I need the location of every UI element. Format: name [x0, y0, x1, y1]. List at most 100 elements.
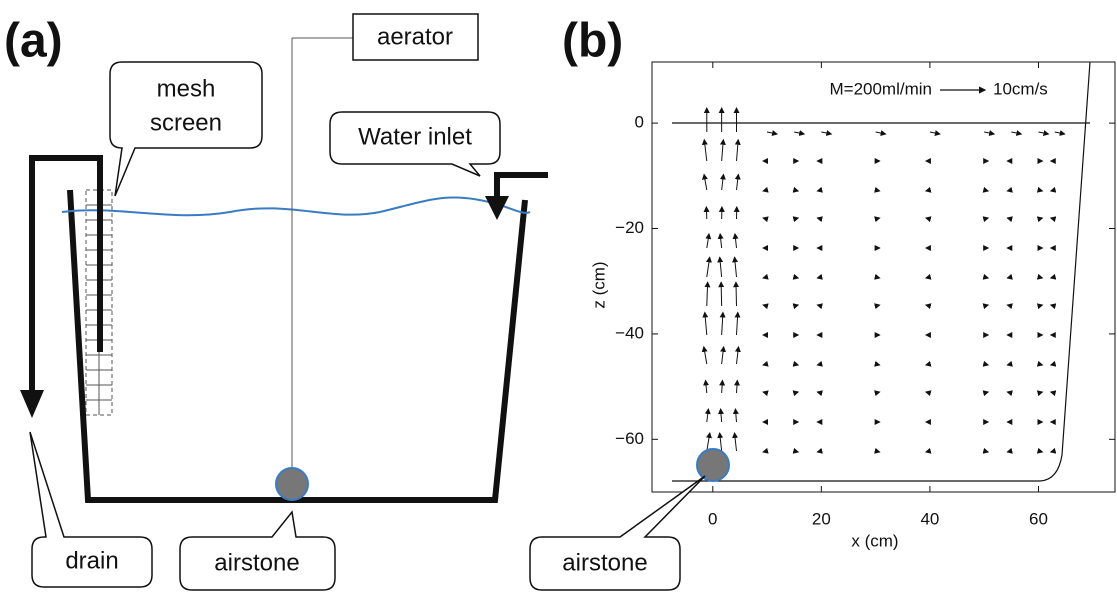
velocity-arrow — [1007, 305, 1011, 306]
velocity-arrow — [1038, 218, 1042, 219]
velocity-arrow — [721, 282, 722, 306]
x-tick-label: 60 — [1029, 509, 1048, 528]
velocity-arrow — [1038, 451, 1042, 452]
velocity-arrow — [926, 305, 930, 306]
velocity-arrow — [1007, 451, 1011, 452]
velocity-arrow — [926, 392, 930, 393]
velocity-arrow — [704, 347, 707, 364]
velocity-arrow — [705, 312, 707, 335]
velocity-arrow — [926, 451, 930, 452]
velocity-arrow — [817, 364, 821, 365]
velocity-arrow — [794, 190, 798, 191]
velocity-arrow — [735, 409, 736, 422]
velocity-arrow — [794, 132, 804, 134]
velocity-arrow — [735, 433, 737, 451]
velocity-arrow — [817, 451, 821, 452]
velocity-arrow — [984, 277, 988, 278]
velocity-arrow — [817, 190, 821, 191]
y-tick-label: 0 — [635, 113, 644, 132]
velocity-arrow — [737, 174, 739, 190]
velocity-arrow — [767, 132, 777, 134]
drain-arrow — [20, 390, 44, 418]
velocity-arrow — [926, 218, 930, 219]
velocity-arrow — [1055, 132, 1065, 134]
velocity-arrow — [984, 132, 994, 134]
panel-label: (b) — [562, 15, 623, 68]
velocity-arrow — [794, 218, 798, 219]
velocity-arrow — [704, 174, 707, 190]
y-axis-label: z (cm) — [589, 261, 608, 308]
callout-text: airstone — [562, 549, 647, 576]
velocity-arrow — [763, 451, 767, 452]
velocity-arrow — [876, 218, 880, 219]
velocity-arrow — [1038, 132, 1048, 134]
y-tick-label: −20 — [615, 218, 644, 237]
velocity-arrow — [794, 392, 798, 393]
velocity-arrow — [794, 451, 798, 452]
x-tick-label: 40 — [920, 509, 939, 528]
panel-b: (b) M=200ml/min 10cm/s z (cm) x (cm) air… — [530, 15, 1115, 590]
velocity-arrow — [707, 282, 708, 306]
velocity-arrow — [876, 364, 880, 365]
velocity-arrow — [1038, 277, 1042, 278]
x-tick-label: 0 — [708, 509, 717, 528]
velocity-arrow — [1007, 364, 1011, 365]
velocity-arrow — [821, 132, 831, 134]
velocity-arrow — [1007, 392, 1011, 393]
velocity-arrow — [722, 312, 723, 335]
drain-pipe — [32, 158, 100, 392]
airstone — [697, 449, 729, 481]
water-surface — [62, 197, 530, 215]
velocity-arrow — [722, 140, 724, 161]
velocity-arrow — [876, 392, 880, 393]
velocity-arrow — [1051, 218, 1055, 219]
velocity-arrow — [763, 364, 767, 365]
velocity-arrow — [722, 174, 724, 190]
velocity-arrow — [735, 234, 737, 248]
velocity-arrow — [984, 218, 988, 219]
velocity-arrow — [926, 364, 930, 365]
velocity-arrow — [876, 451, 880, 452]
velocity-arrow — [720, 433, 722, 451]
velocity-arrow — [704, 140, 707, 161]
annotation: M=200ml/min — [829, 79, 932, 98]
velocity-arrow — [1038, 305, 1042, 306]
velocity-arrow — [1051, 451, 1055, 452]
velocity-arrow — [720, 234, 722, 248]
velocity-arrow — [1007, 190, 1011, 191]
velocity-arrow — [736, 282, 737, 306]
velocity-arrow — [1007, 218, 1011, 219]
velocity-arrow — [1051, 305, 1055, 306]
velocity-arrow — [926, 190, 930, 191]
velocity-arrow — [926, 277, 930, 278]
velocity-arrow — [707, 409, 709, 422]
velocity-arrow — [1007, 277, 1011, 278]
velocity-arrow — [930, 132, 940, 134]
callout-text: drain — [65, 547, 118, 574]
velocity-arrow — [817, 305, 821, 306]
panel-a: (a) aerator mesh screen Water inlet drai… — [4, 14, 548, 590]
velocity-arrow — [763, 218, 767, 219]
airstone — [276, 468, 308, 500]
velocity-arrow — [763, 305, 767, 306]
inlet-arrow — [485, 196, 509, 220]
inlet-pipe — [497, 175, 548, 198]
velocity-arrow — [735, 257, 737, 277]
velocity-arrow — [763, 277, 767, 278]
velocity-arrow — [1011, 132, 1021, 134]
velocity-arrow — [1038, 190, 1042, 191]
velocity-arrow — [707, 433, 710, 451]
velocity-arrow — [737, 312, 738, 335]
velocity-arrow — [1051, 392, 1055, 393]
velocity-arrow — [876, 190, 880, 191]
callout-text: screen — [150, 109, 222, 136]
velocity-arrow — [794, 277, 798, 278]
velocity-arrow — [707, 257, 710, 277]
velocity-arrow — [794, 305, 798, 306]
x-tick-label: 20 — [812, 509, 831, 528]
tank — [70, 190, 525, 500]
x-axis-label: x (cm) — [851, 531, 898, 550]
velocity-arrow — [737, 380, 738, 393]
velocity-arrow — [706, 380, 707, 393]
